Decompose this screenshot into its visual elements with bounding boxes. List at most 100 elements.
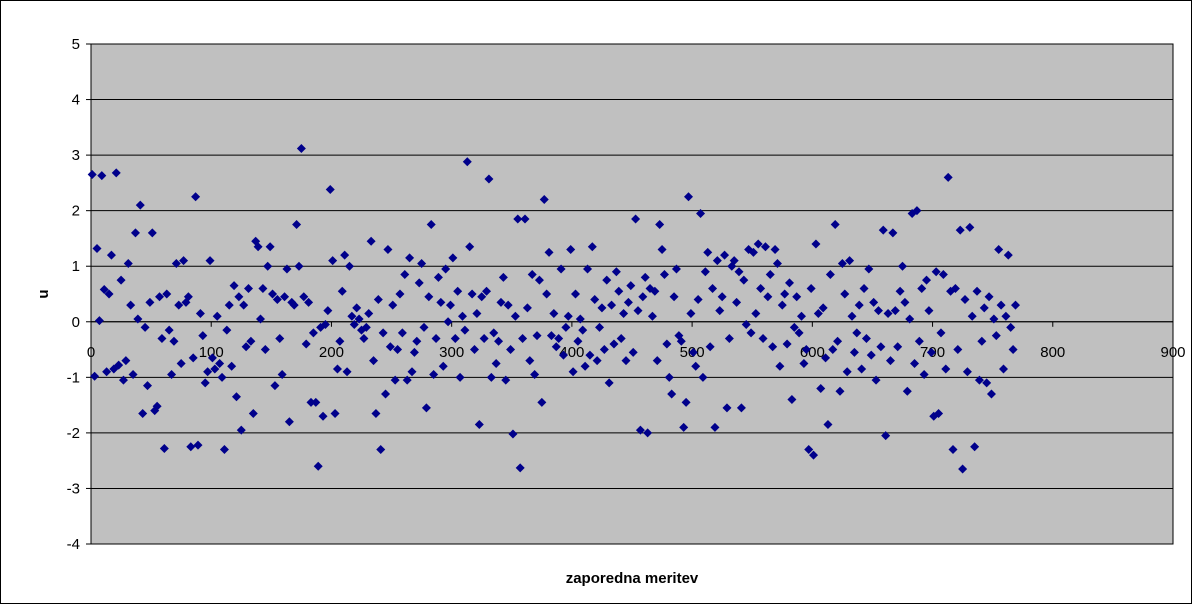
data-point — [861, 333, 871, 343]
data-point — [135, 200, 145, 210]
data-point — [270, 381, 280, 391]
data-point — [342, 367, 352, 377]
data-point — [890, 306, 900, 316]
data-point — [650, 286, 660, 296]
data-point — [777, 300, 787, 310]
data-point — [306, 397, 316, 407]
data-point — [794, 328, 804, 338]
data-point — [797, 311, 807, 321]
data-point — [811, 239, 821, 249]
data-point — [558, 350, 568, 360]
data-point — [308, 328, 318, 338]
data-point — [369, 356, 379, 366]
data-point — [753, 239, 763, 249]
data-point — [575, 314, 585, 324]
data-point — [801, 345, 811, 355]
data-point — [583, 264, 593, 274]
data-point — [775, 361, 785, 371]
data-point — [520, 214, 530, 224]
data-point — [1001, 311, 1011, 321]
data-point — [686, 308, 696, 318]
y-tick-label: 0 — [72, 314, 80, 331]
y-axis-ticks: 5 4 3 2 1 0 -1 -2 -3 -4 — [67, 36, 91, 553]
data-point — [138, 408, 148, 418]
data-point — [205, 256, 215, 266]
data-point — [421, 403, 431, 413]
data-point — [145, 297, 155, 307]
data-point — [457, 311, 467, 321]
data-point — [450, 333, 460, 343]
data-point — [950, 283, 960, 293]
data-point — [465, 242, 475, 252]
data-point — [664, 372, 674, 382]
data-point — [566, 245, 576, 255]
data-point — [979, 303, 989, 313]
data-point — [191, 192, 201, 202]
data-point — [864, 264, 874, 274]
data-point — [494, 336, 504, 346]
data-point — [441, 264, 451, 274]
data-point — [616, 333, 626, 343]
data-point — [510, 311, 520, 321]
data-point — [902, 386, 912, 396]
data-point — [635, 425, 645, 435]
data-point — [128, 370, 138, 380]
data-point — [619, 308, 629, 318]
data-point — [854, 300, 864, 310]
data-point — [284, 417, 294, 427]
data-point — [143, 381, 153, 391]
data-point — [623, 297, 633, 307]
data-point — [157, 333, 167, 343]
y-tick-label: -1 — [67, 369, 80, 386]
data-point — [657, 245, 667, 255]
data-point — [628, 347, 638, 357]
data-point — [556, 264, 566, 274]
data-point — [527, 270, 537, 280]
data-point — [833, 336, 843, 346]
data-point — [472, 308, 482, 318]
y-tick-label: 3 — [72, 147, 80, 164]
data-point — [335, 336, 345, 346]
data-point — [231, 392, 241, 402]
data-point — [914, 336, 924, 346]
data-point — [1011, 300, 1021, 310]
data-point — [845, 256, 855, 266]
data-point — [323, 306, 333, 316]
data-point — [325, 185, 335, 195]
gridlines — [91, 43, 1173, 545]
data-point — [87, 170, 97, 180]
data-point — [155, 292, 165, 302]
data-point — [275, 333, 285, 343]
data-point — [402, 375, 412, 385]
data-point — [813, 308, 823, 318]
data-point — [414, 278, 424, 288]
data-point — [638, 292, 648, 302]
data-point — [621, 356, 631, 366]
plot-area — [90, 43, 1174, 545]
data-point — [544, 247, 554, 257]
data-point — [691, 361, 701, 371]
data-point — [568, 367, 578, 377]
data-point — [823, 420, 833, 430]
y-tick-label: -3 — [67, 480, 80, 497]
data-point — [647, 311, 657, 321]
data-point — [998, 364, 1008, 374]
data-point — [106, 250, 116, 260]
data-point — [90, 371, 100, 381]
data-point — [760, 242, 770, 252]
data-point — [489, 328, 499, 338]
data-point — [676, 336, 686, 346]
data-point — [756, 283, 766, 293]
data-point — [277, 370, 287, 380]
data-point — [508, 429, 518, 439]
data-point — [299, 292, 309, 302]
data-point — [443, 317, 453, 327]
data-point — [693, 295, 703, 305]
data-point — [412, 336, 422, 346]
data-point — [828, 345, 838, 355]
data-point — [938, 270, 948, 280]
data-point — [688, 347, 698, 357]
data-point — [385, 342, 395, 352]
data-point — [498, 272, 508, 282]
